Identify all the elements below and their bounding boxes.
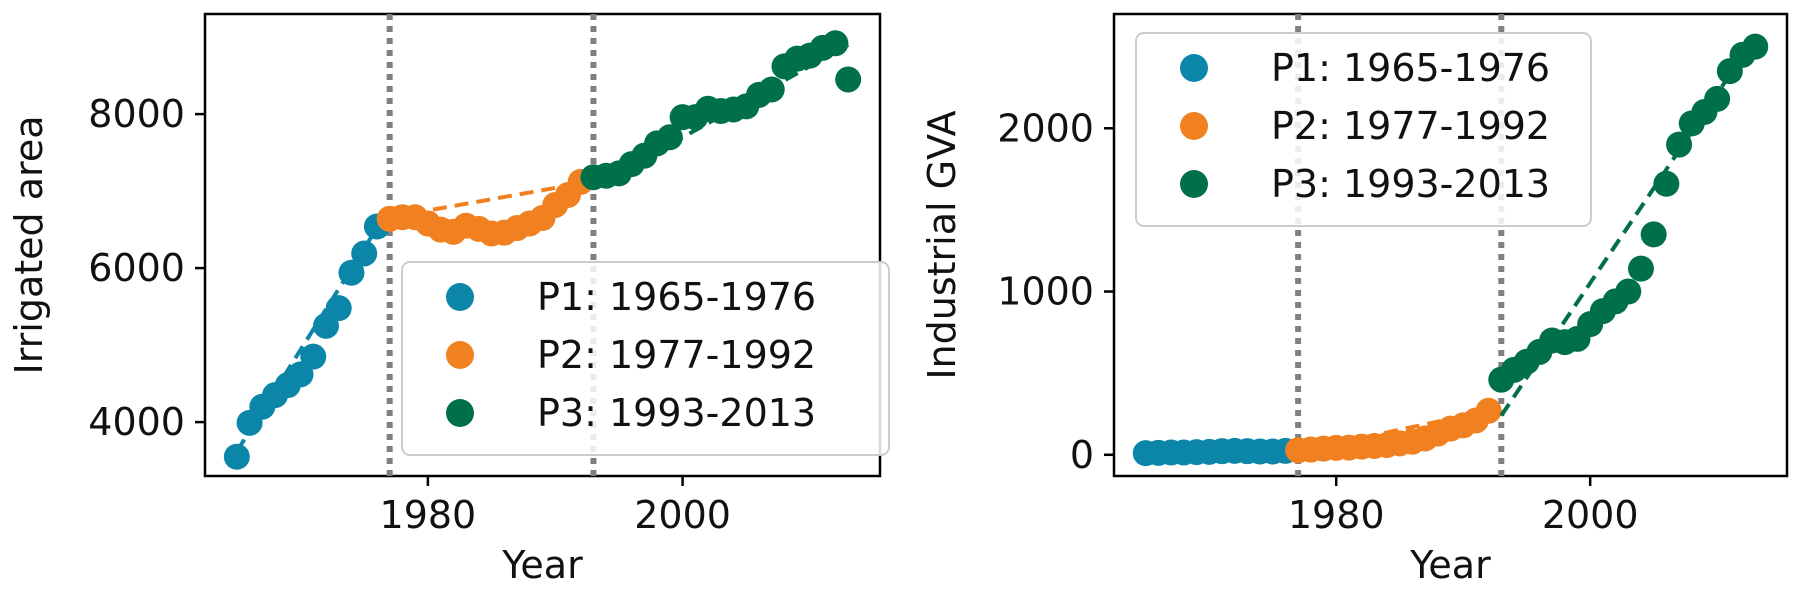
data-point-p3 [1640,221,1667,248]
legend-marker-p1 [446,283,474,311]
data-point-p3 [1666,131,1693,158]
data-point-p2 [1475,397,1502,424]
data-point-p3 [1627,255,1654,282]
legend-marker-p2 [446,341,474,369]
data-point-p3 [1653,170,1680,197]
legend-marker-p3 [446,399,474,427]
legend-label: P2: 1977-1992 [1271,104,1550,148]
legend-marker-p2 [1180,112,1208,140]
y-tick-label: 6000 [88,246,185,290]
legend-label: P1: 1965-1976 [537,275,816,319]
panel-industrial-gva: 1980 2000 0 1000 2000 Year Industrial GVA P1: 1… [920,12,1789,587]
data-point-p1 [351,240,378,267]
panel-irrigated-area: 1980 2000 4000 6000 8000 Year Irrigated area P1… [7,12,890,587]
legend-label: P1: 1965-1976 [1271,46,1550,90]
y-axis-label: Industrial GVA [920,110,964,379]
legend-label: P3: 1993-2013 [1271,162,1550,206]
data-point-p3 [822,30,849,57]
x-tick-label: 1980 [1288,493,1385,537]
data-point-p3 [835,66,862,93]
data-point-p3 [1742,33,1769,60]
legend-label: P3: 1993-2013 [537,391,816,435]
y-tick-label: 0 [1070,433,1094,477]
data-point-p1 [223,443,250,470]
y-tick-label: 2000 [997,106,1094,150]
data-layer [1132,33,1769,467]
axes-frame [203,12,882,478]
x-tick-label: 2000 [1542,493,1639,537]
x-axis-label: Year [501,543,583,587]
data-point-p1 [325,295,352,322]
y-tick-label: 4000 [88,400,185,444]
legend: P1: 1965-1976 P2: 1977-1992 P3: 1993-2013 [1135,32,1592,227]
legend-marker-p1 [1180,54,1208,82]
data-point-p3 [1704,85,1731,112]
legend: P1: 1965-1976 P2: 1977-1992 P3: 1993-2013 [401,261,890,456]
legend-label: P2: 1977-1992 [537,333,816,377]
x-tick-label: 1980 [380,493,477,537]
data-point-p1 [338,259,365,286]
y-axis-label: Irrigated area [7,116,51,375]
legend-marker-p3 [1180,170,1208,198]
data-point-p1 [300,343,327,370]
data-layer [223,30,862,470]
data-point-p3 [1615,278,1642,305]
y-tick-label: 1000 [997,270,1094,314]
y-tick-label: 8000 [88,92,185,136]
data-point-p3 [656,124,683,151]
legend-frame [401,261,890,456]
x-axis-label: Year [1409,543,1491,587]
x-tick-label: 2000 [634,493,731,537]
axes-frame [1112,12,1789,478]
legend-frame [1135,32,1592,227]
data-point-p3 [758,76,785,103]
